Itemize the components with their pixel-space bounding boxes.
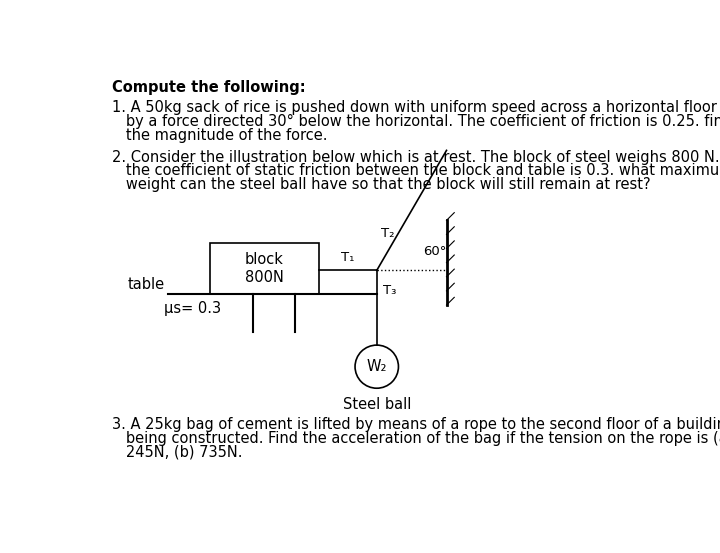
Text: 245N, (b) 735N.: 245N, (b) 735N. xyxy=(112,445,242,460)
Text: block
800N: block 800N xyxy=(245,252,284,285)
Text: 2. Consider the illustration below which is at rest. The block of steel weighs 8: 2. Consider the illustration below which… xyxy=(112,149,719,165)
Text: T₃: T₃ xyxy=(383,284,396,298)
Circle shape xyxy=(355,345,398,388)
Text: being constructed. Find the acceleration of the bag if the tension on the rope i: being constructed. Find the acceleration… xyxy=(112,431,720,446)
Text: 1. A 50kg sack of rice is pushed down with uniform speed across a horizontal flo: 1. A 50kg sack of rice is pushed down wi… xyxy=(112,100,716,115)
Text: 3. A 25kg bag of cement is lifted by means of a rope to the second floor of a bu: 3. A 25kg bag of cement is lifted by mea… xyxy=(112,417,720,432)
Text: by a force directed 30° below the horizontal. The coefficient of friction is 0.2: by a force directed 30° below the horizo… xyxy=(112,114,720,129)
Text: T₁: T₁ xyxy=(341,251,354,264)
Text: μs= 0.3: μs= 0.3 xyxy=(164,301,222,316)
Text: weight can the steel ball have so that the block will still remain at rest?: weight can the steel ball have so that t… xyxy=(112,178,650,192)
Text: 60°: 60° xyxy=(423,244,446,258)
Text: W₂: W₂ xyxy=(366,359,387,374)
Text: the coefficient of static friction between the block and table is 0.3. what maxi: the coefficient of static friction betwe… xyxy=(112,163,720,179)
Text: T₂: T₂ xyxy=(381,227,394,239)
Bar xyxy=(210,243,319,294)
Text: the magnitude of the force.: the magnitude of the force. xyxy=(112,128,327,143)
Text: Steel ball: Steel ball xyxy=(343,398,411,413)
Text: table: table xyxy=(127,277,164,292)
Text: Compute the following:: Compute the following: xyxy=(112,80,305,95)
